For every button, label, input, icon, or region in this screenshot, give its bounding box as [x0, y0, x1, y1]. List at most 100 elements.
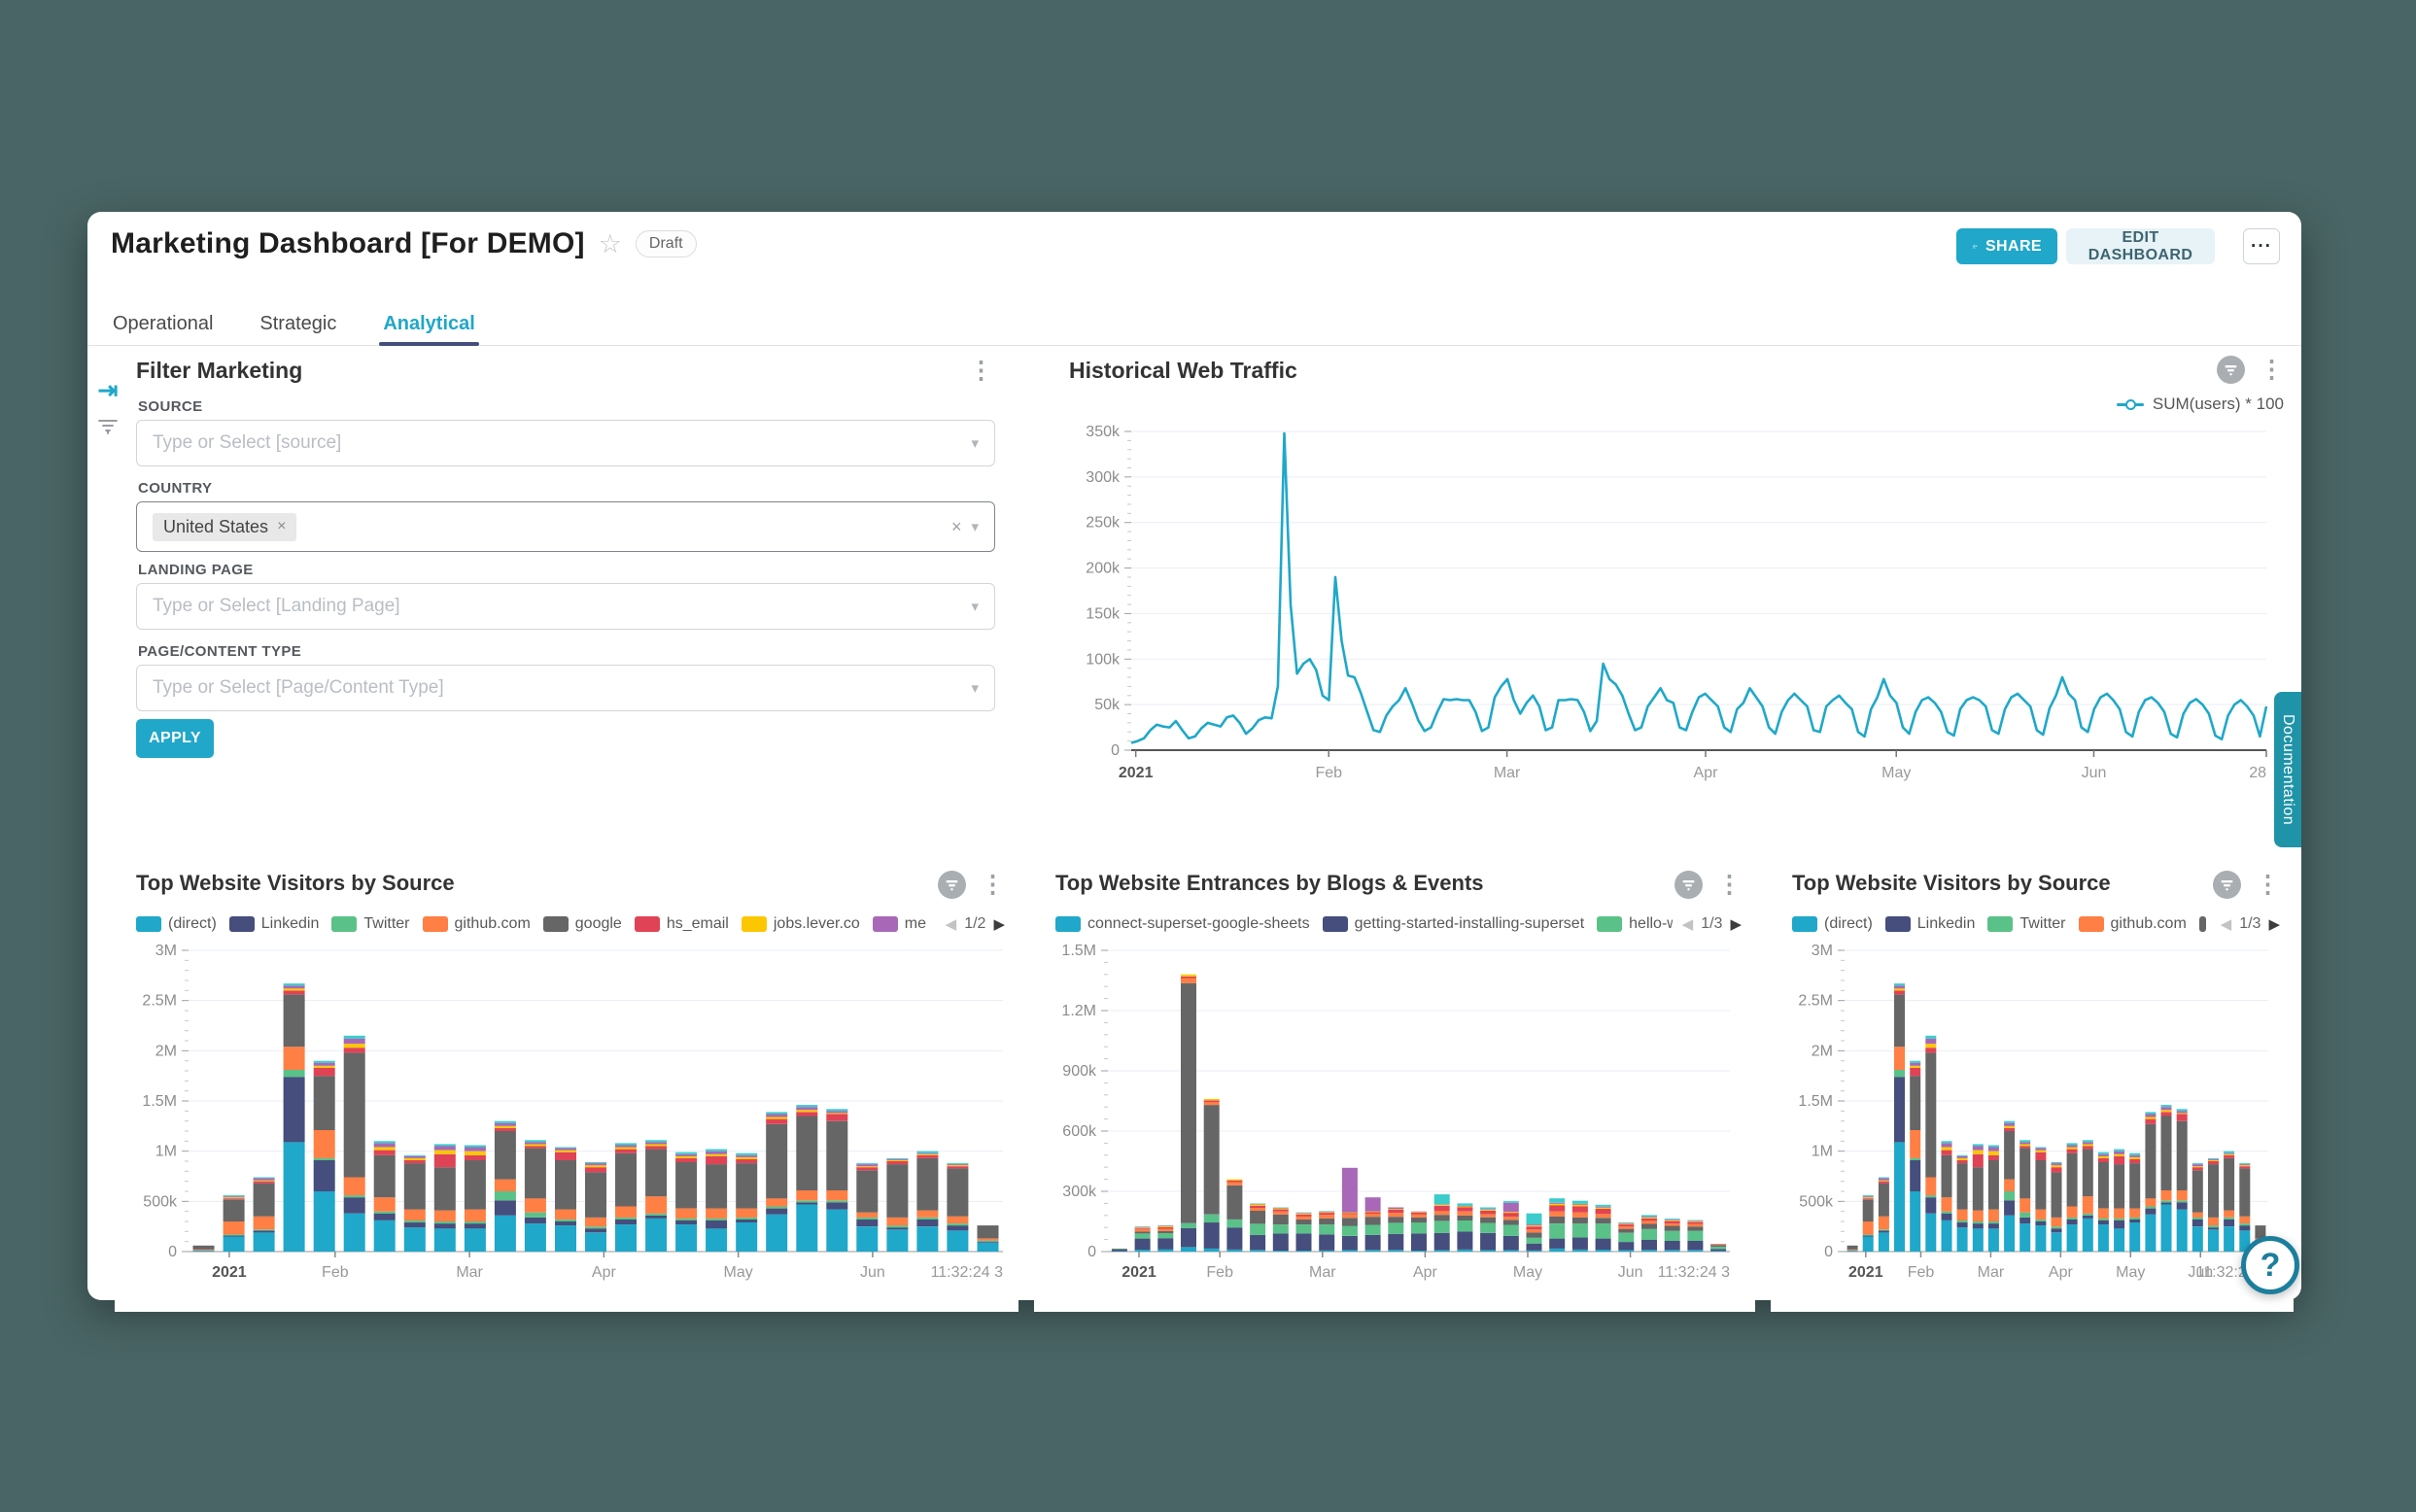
bar-segment[interactable]: [886, 1227, 909, 1230]
bar-segment[interactable]: [1956, 1157, 1968, 1160]
bar-segment[interactable]: [403, 1157, 426, 1160]
bar-segment[interactable]: [736, 1152, 758, 1155]
bar-segment[interactable]: [1341, 1167, 1358, 1213]
bar-segment[interactable]: [433, 1150, 456, 1154]
bar-segment[interactable]: [2239, 1165, 2251, 1167]
bar-segment[interactable]: [766, 1214, 788, 1252]
bar-segment[interactable]: [585, 1232, 606, 1252]
bar-segment[interactable]: [192, 1251, 215, 1252]
bar-segment[interactable]: [1987, 1145, 1999, 1148]
bar-segment[interactable]: [1664, 1223, 1680, 1226]
bar-segment[interactable]: [2004, 1200, 2016, 1216]
bar-segment[interactable]: [675, 1224, 698, 1252]
bar-segment[interactable]: [856, 1167, 879, 1171]
bar-segment[interactable]: [947, 1165, 969, 1167]
bar-segment[interactable]: [2066, 1149, 2078, 1153]
bar-segment[interactable]: [1134, 1249, 1151, 1252]
bar-segment[interactable]: [1549, 1223, 1566, 1239]
bar-segment[interactable]: [2239, 1168, 2251, 1217]
historical-web-traffic-chart[interactable]: 0 50k 100k 150k 200k 250k 300k 350k 2021 Feb Mar Ap…: [1069, 424, 2294, 793]
bar-segment[interactable]: [856, 1226, 879, 1252]
bar-segment[interactable]: [464, 1151, 486, 1155]
bar-segment[interactable]: [916, 1210, 939, 1218]
bar-segment[interactable]: [1972, 1210, 1984, 1221]
bar-segment[interactable]: [645, 1196, 668, 1214]
bar-segment[interactable]: [1203, 1102, 1220, 1106]
bar-segment[interactable]: [1157, 1249, 1174, 1253]
bar-segment[interactable]: [1972, 1153, 1984, 1168]
bar-segment[interactable]: [1641, 1250, 1657, 1252]
bar-segment[interactable]: [313, 1065, 335, 1068]
bar-segment[interactable]: [2019, 1140, 2031, 1143]
bar-segment[interactable]: [2224, 1152, 2235, 1154]
bar-segment[interactable]: [1111, 1248, 1127, 1250]
bar-segment[interactable]: [1272, 1208, 1289, 1210]
bar-segment[interactable]: [766, 1118, 788, 1124]
bar-segment[interactable]: [585, 1165, 606, 1168]
bar-segment[interactable]: [766, 1198, 788, 1207]
bar-segment[interactable]: [826, 1200, 848, 1203]
bar-segment[interactable]: [1571, 1204, 1588, 1207]
bar-segment[interactable]: [2160, 1204, 2172, 1252]
bar-segment[interactable]: [1878, 1183, 1889, 1217]
bar-segment[interactable]: [2176, 1202, 2188, 1210]
bar-segment[interactable]: [1526, 1243, 1542, 1251]
bar-segment[interactable]: [2145, 1112, 2157, 1115]
bar-segment[interactable]: [2004, 1179, 2016, 1191]
bar-segment[interactable]: [1595, 1238, 1611, 1250]
bar-segment[interactable]: [555, 1150, 576, 1152]
bar-segment[interactable]: [1641, 1240, 1657, 1251]
legend-item[interactable]: Linkedin: [228, 915, 319, 933]
bar-segment[interactable]: [1894, 1142, 1905, 1252]
bar-segment[interactable]: [2004, 1127, 2016, 1131]
bar-segment[interactable]: [826, 1202, 848, 1210]
bar-segment[interactable]: [1910, 1060, 1921, 1063]
bar-segment[interactable]: [2145, 1214, 2157, 1252]
stacked-bar-chart[interactable]: 0 500k 1M 1.5M 2M 2.5M 3M 2021 Feb Mar Apr May Jun 11…: [132, 943, 1011, 1289]
legend-item[interactable]: (direct): [1792, 915, 1873, 933]
bar-segment[interactable]: [1595, 1223, 1611, 1239]
bar-segment[interactable]: [645, 1218, 668, 1252]
bar-segment[interactable]: [1618, 1223, 1635, 1225]
bar-segment[interactable]: [1134, 1228, 1151, 1232]
bar-segment[interactable]: [2114, 1218, 2125, 1220]
bar-segment[interactable]: [494, 1131, 516, 1180]
chart-menu-icon[interactable]: ⋮: [981, 871, 1005, 899]
legend-item[interactable]: connect-superset-google-sheets: [1055, 915, 1310, 933]
bar-segment[interactable]: [1411, 1212, 1427, 1215]
bar-segment[interactable]: [524, 1148, 546, 1199]
bar-segment[interactable]: [1480, 1210, 1497, 1215]
bar-segment[interactable]: [1295, 1224, 1312, 1234]
bar-segment[interactable]: [1549, 1248, 1566, 1252]
bar-segment[interactable]: [283, 1077, 305, 1143]
bar-segment[interactable]: [826, 1114, 848, 1121]
bar-segment[interactable]: [1956, 1160, 1968, 1164]
chip-remove-icon[interactable]: ×: [277, 518, 287, 534]
bar-segment[interactable]: [2097, 1162, 2109, 1209]
bar-segment[interactable]: [766, 1208, 788, 1215]
bar-segment[interactable]: [2066, 1145, 2078, 1148]
bar-segment[interactable]: [826, 1209, 848, 1252]
bar-segment[interactable]: [916, 1151, 939, 1153]
bar-segment[interactable]: [916, 1152, 939, 1154]
bar-segment[interactable]: [1388, 1213, 1404, 1218]
bar-segment[interactable]: [2129, 1154, 2141, 1157]
bar-segment[interactable]: [1862, 1234, 1874, 1236]
bar-segment[interactable]: [373, 1141, 396, 1144]
clear-selection-icon[interactable]: ×: [950, 516, 962, 536]
bar-segment[interactable]: [2019, 1198, 2031, 1213]
bar-segment[interactable]: [1364, 1214, 1381, 1218]
legend-prev-icon[interactable]: ◀: [945, 916, 957, 933]
bar-segment[interactable]: [1319, 1215, 1335, 1219]
bar-segment[interactable]: [1457, 1207, 1473, 1212]
bar-segment[interactable]: [1203, 1100, 1220, 1103]
bar-segment[interactable]: [2051, 1232, 2062, 1252]
bar-segment[interactable]: [1595, 1249, 1611, 1252]
bar-segment[interactable]: [1618, 1250, 1635, 1252]
bar-segment[interactable]: [1956, 1222, 1968, 1228]
bar-segment[interactable]: [2176, 1109, 2188, 1112]
bar-segment[interactable]: [524, 1142, 546, 1145]
bar-segment[interactable]: [1862, 1195, 1874, 1197]
bar-segment[interactable]: [796, 1105, 818, 1108]
bar-segment[interactable]: [1910, 1062, 1921, 1066]
